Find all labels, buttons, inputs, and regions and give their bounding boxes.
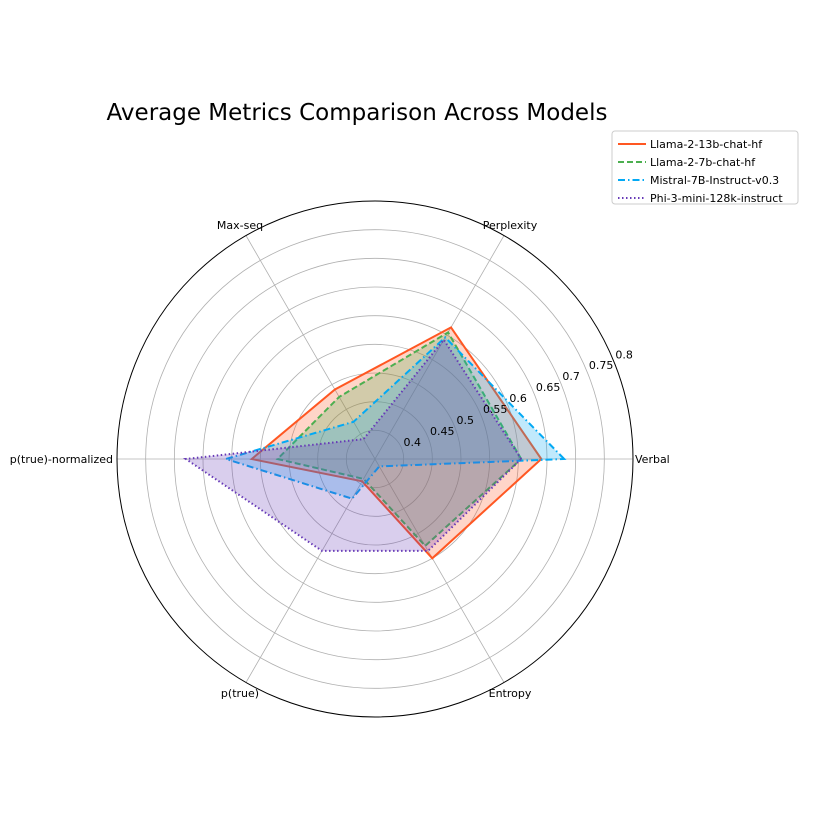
series-area-3 (185, 339, 522, 551)
series-layer (182, 326, 567, 560)
category-label-1: Perplexity (483, 219, 538, 232)
r-tick-label-8: 0.8 (615, 348, 633, 361)
category-label-0: Verbal (635, 453, 670, 466)
series-line-2 (222, 336, 567, 500)
radar-outer-frame (116, 200, 634, 718)
legend-label-1: Llama-2-7b-chat-hf (650, 156, 756, 169)
series-line-1 (275, 331, 523, 548)
series-area-1 (277, 332, 522, 546)
legend-frame (611, 130, 799, 205)
r-tick-label-7: 0.75 (589, 359, 614, 372)
series-line-3 (182, 338, 523, 552)
legend-label-3: Phi-3-mini-128k-instruct (650, 192, 783, 205)
series-area-2 (225, 337, 565, 499)
category-label-4: p(true) (221, 687, 259, 700)
grid-spoke-4 (245, 458, 376, 683)
r-tick-label-0: 0.4 (403, 436, 421, 449)
legend-label-2: Mistral-7B-Instruct-v0.3 (650, 174, 779, 187)
grid-spoke-1 (374, 235, 505, 460)
r-tick-label-1: 0.45 (430, 425, 455, 438)
r-tick-label-2: 0.5 (456, 414, 474, 427)
legend: Llama-2-13b-chat-hf Llama-2-7b-chat-hf Mis… (611, 130, 799, 205)
r-tick-label-4: 0.6 (509, 392, 527, 405)
series-area-0 (251, 327, 542, 559)
chart-title: Average Metrics Comparison Across Models (107, 100, 608, 126)
legend-label-0: Llama-2-13b-chat-hf (650, 138, 763, 151)
category-label-2: Max-seq (217, 219, 263, 232)
grid-spoke-5 (374, 458, 505, 683)
r-tick-label-6: 0.7 (562, 370, 580, 383)
r-tick-label-3: 0.55 (483, 403, 508, 416)
category-label-5: Entropy (489, 687, 532, 700)
category-label-3: p(true)-normalized (10, 453, 113, 466)
labels-layer: 0.4 0.450.5 0.550.6 0.650.7 0.750.8 Verbal Per… (10, 219, 670, 700)
series-line-0 (249, 326, 543, 560)
r-tick-label-5: 0.65 (536, 381, 561, 394)
